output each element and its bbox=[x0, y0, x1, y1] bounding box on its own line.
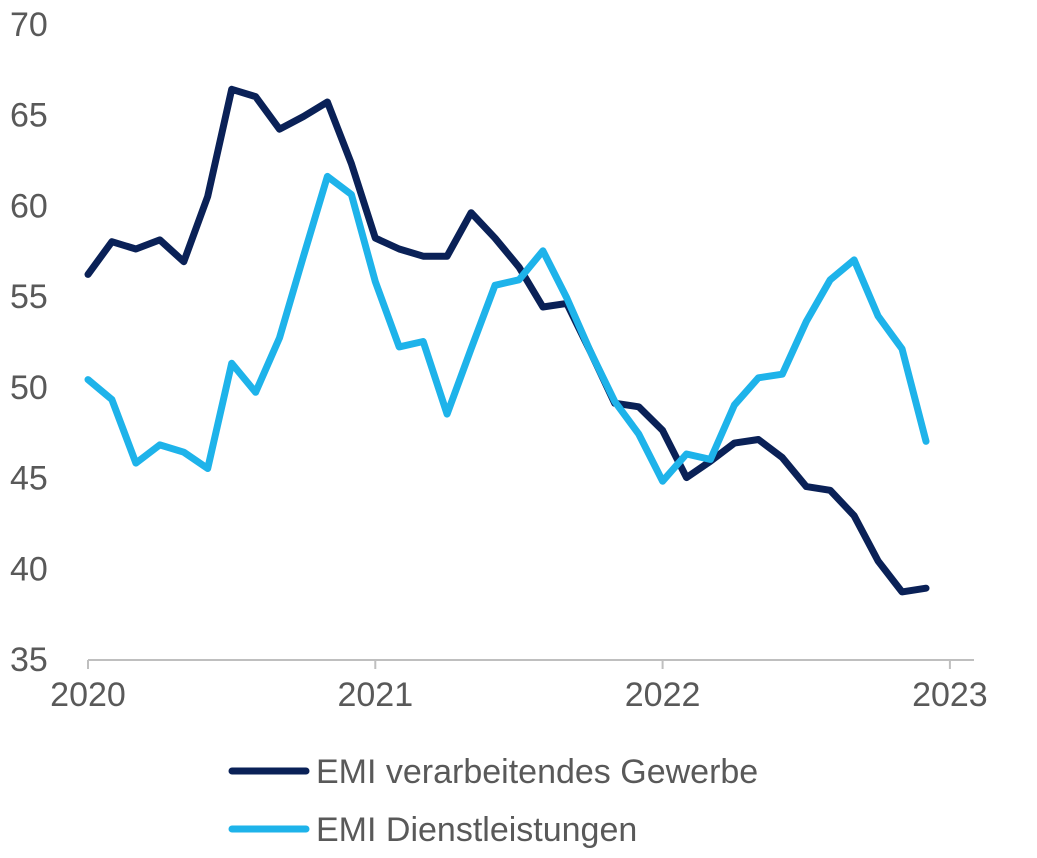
y-tick-label: 55 bbox=[10, 278, 48, 316]
y-tick-label: 35 bbox=[10, 641, 48, 679]
y-tick-label: 60 bbox=[10, 187, 48, 225]
legend-label-1: EMI verarbeitendes Gewerbe bbox=[316, 753, 758, 791]
y-tick-label: 45 bbox=[10, 460, 48, 498]
y-axis-labels: 35 40 45 50 55 60 65 70 bbox=[10, 6, 48, 679]
legend: EMI verarbeitendes Gewerbe EMI Dienstleis… bbox=[228, 753, 758, 849]
x-axis: 2020 2021 2022 2023 bbox=[50, 660, 988, 714]
y-tick-label: 50 bbox=[10, 369, 48, 407]
series-line-1 bbox=[84, 85, 930, 596]
legend-label-2: EMI Dienstleistungen bbox=[316, 811, 637, 849]
y-tick-label: 65 bbox=[10, 97, 48, 135]
y-tick-label: 70 bbox=[10, 6, 48, 44]
x-tick-label: 2020 bbox=[50, 676, 126, 714]
x-tick-label: 2022 bbox=[625, 676, 701, 714]
x-tick-label: 2021 bbox=[337, 676, 413, 714]
x-tick-label: 2023 bbox=[912, 676, 988, 714]
series-line-2 bbox=[84, 172, 930, 485]
y-tick-label: 40 bbox=[10, 550, 48, 588]
series-lines bbox=[84, 85, 930, 596]
